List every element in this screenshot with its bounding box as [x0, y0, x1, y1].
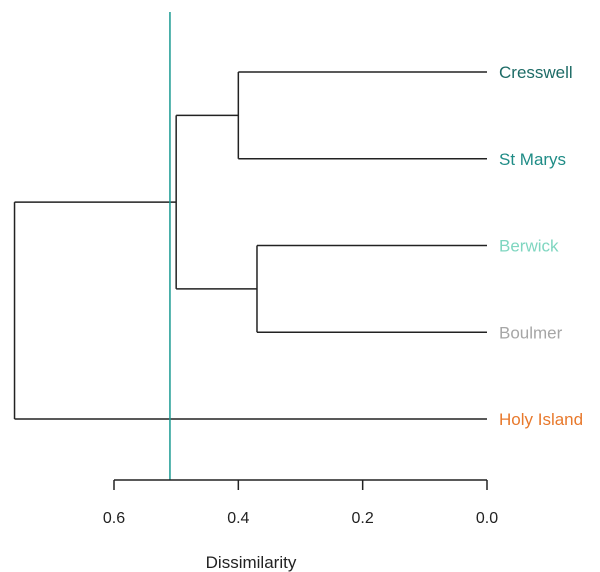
- x-tick-label: 0.0: [476, 510, 498, 527]
- x-tick-label: 0.4: [227, 510, 249, 527]
- leaf-labels: Cresswell St Marys Berwick Boulmer Holy Isla…: [499, 63, 583, 429]
- x-tick-label: 0.2: [352, 510, 374, 527]
- leaf-label-holy-island: Holy Island: [499, 410, 583, 429]
- x-tick-label: 0.6: [103, 510, 125, 527]
- x-axis-title: Dissimilarity: [206, 553, 297, 572]
- leaf-label-berwick: Berwick: [499, 237, 559, 256]
- dendrogram-branches: [13, 71, 487, 420]
- leaf-label-st-marys: St Marys: [499, 150, 566, 169]
- x-axis: 0.6 0.4 0.2 0.0: [103, 479, 498, 527]
- leaf-label-boulmer: Boulmer: [499, 323, 563, 342]
- leaf-label-cresswell: Cresswell: [499, 63, 573, 82]
